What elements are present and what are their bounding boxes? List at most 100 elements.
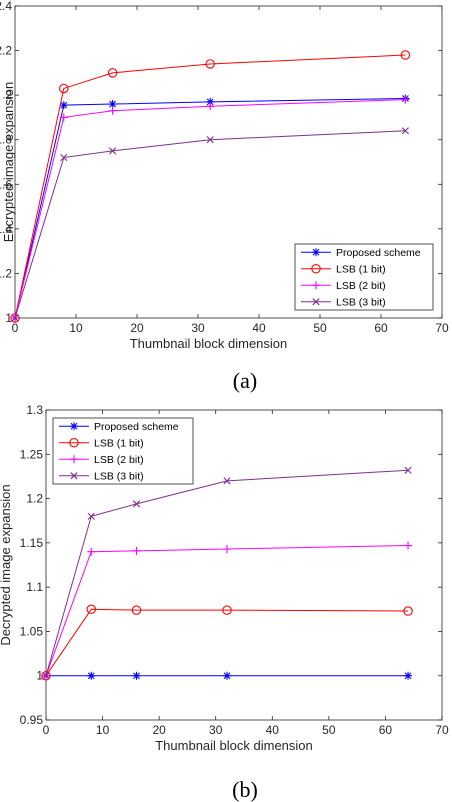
- series-4: [42, 466, 412, 680]
- chart-1: 0 10 20 30 40 50 60 70 1 1.2 1.4 1.6 1.8 2 2.2 2.4 Thumb…: [0, 0, 449, 393]
- data-point: [206, 136, 214, 144]
- legend-label: Proposed scheme: [94, 421, 179, 433]
- x-tick-label: 40: [252, 321, 266, 335]
- data-point: [132, 500, 141, 508]
- series-2: [10, 50, 411, 323]
- data-point: [109, 147, 117, 155]
- legend-label: LSB (3 bit): [336, 297, 386, 309]
- legend-marker: [312, 248, 320, 257]
- x-tick-label: 10: [96, 723, 110, 737]
- x-tick-label: 30: [209, 723, 223, 737]
- data-point: [87, 547, 96, 556]
- data-point: [132, 671, 141, 680]
- y-tick-label: 1.3: [26, 403, 43, 417]
- x-tick-label: 0: [12, 321, 19, 335]
- data-point: [60, 153, 68, 162]
- data-point: [132, 546, 141, 555]
- data-point: [10, 313, 20, 323]
- y-tick-label: 1.8: [0, 133, 12, 147]
- y-axis-label: Decrypted image expansion: [0, 484, 13, 645]
- y-tick-label: 1: [5, 311, 12, 325]
- x-tick-label: 50: [322, 723, 336, 737]
- data-point: [42, 672, 50, 680]
- x-axis-label: Thumbnail block dimension: [155, 738, 313, 753]
- data-point: [108, 106, 117, 115]
- x-tick-label: 50: [313, 321, 327, 335]
- y-axis-label: Encrypted image expansion: [1, 82, 16, 242]
- figure-caption: (a): [233, 368, 257, 393]
- figure-caption: (b): [232, 777, 258, 802]
- legend-marker: [70, 455, 78, 464]
- data-point: [400, 50, 411, 60]
- data-point: [401, 95, 410, 104]
- legend-label: LSB (2 bit): [94, 454, 144, 466]
- data-point: [403, 606, 413, 616]
- chart-2: 0 10 20 30 40 50 60 70 0.95 1 1.05 1.1 1.15 1.2 1.25 1.…: [0, 403, 449, 802]
- x-tick-label: 70: [435, 723, 449, 737]
- data-point: [223, 545, 232, 554]
- y-tick-label: 1.2: [26, 492, 43, 506]
- series-4: [11, 127, 409, 322]
- data-point: [206, 97, 215, 106]
- x-tick-label: 70: [435, 321, 449, 335]
- data-point: [222, 605, 232, 615]
- legend-marker: [69, 437, 79, 448]
- x-tick-label: 40: [266, 723, 280, 737]
- series-line: [14, 54, 406, 319]
- data-point: [59, 83, 69, 94]
- x-tick-label: 0: [43, 723, 50, 737]
- y-tick-label: 1.4: [0, 222, 12, 236]
- y-tick-label: 2: [5, 88, 12, 102]
- data-point: [59, 101, 68, 110]
- y-tick-label: 0.95: [20, 713, 44, 727]
- x-tick-label: 20: [152, 723, 166, 737]
- data-point: [59, 113, 68, 122]
- data-point: [223, 477, 231, 485]
- legend-marker: [70, 422, 78, 431]
- data-point: [206, 102, 215, 111]
- x-tick-label: 60: [374, 321, 388, 335]
- y-tick-label: 1.15: [20, 536, 44, 550]
- data-point: [401, 127, 409, 135]
- y-tick-label: 2.4: [0, 0, 12, 13]
- data-point: [404, 671, 413, 680]
- legend-marker: [70, 472, 78, 480]
- data-point: [87, 512, 95, 520]
- x-axis-label: Thumbnail block dimension: [130, 336, 288, 351]
- y-tick-label: 2.2: [0, 44, 12, 58]
- data-point: [87, 671, 96, 680]
- legend-label: LSB (1 bit): [336, 264, 386, 276]
- legend-label: LSB (2 bit): [336, 280, 386, 292]
- y-tick-label: 1.1: [26, 580, 43, 594]
- legend-label: Proposed scheme: [336, 247, 421, 259]
- series-2: [41, 604, 413, 681]
- legend-marker: [312, 298, 320, 306]
- data-point: [223, 671, 232, 680]
- legend: Proposed scheme LSB (1 bit) LSB (2 bit) LSB…: [52, 417, 194, 485]
- x-tick-label: 30: [191, 321, 205, 335]
- data-point: [404, 541, 413, 550]
- series-3: [11, 95, 410, 322]
- y-tick-label: 1: [36, 669, 43, 683]
- legend-label: LSB (1 bit): [94, 438, 144, 450]
- data-point: [86, 604, 97, 615]
- x-tick-label: 10: [69, 321, 83, 335]
- x-tick-label: 20: [130, 321, 144, 335]
- data-point: [131, 605, 142, 615]
- x-tick-label: 60: [379, 723, 393, 737]
- y-tick-label: 1.2: [0, 266, 12, 280]
- legend-label: LSB (3 bit): [94, 471, 144, 483]
- series-line: [45, 608, 409, 676]
- data-point: [107, 68, 118, 78]
- data-point: [404, 466, 412, 474]
- data-point: [41, 670, 51, 681]
- y-tick-label: 1.05: [20, 624, 44, 638]
- series-3: [42, 541, 413, 680]
- legend-marker: [311, 263, 321, 274]
- data-point: [205, 59, 215, 69]
- legend-marker: [312, 281, 320, 290]
- y-tick-label: 1.6: [0, 177, 12, 191]
- legend: Proposed scheme LSB (1 bit) LSB (2 bit) LSB…: [294, 243, 434, 311]
- data-point: [108, 100, 117, 109]
